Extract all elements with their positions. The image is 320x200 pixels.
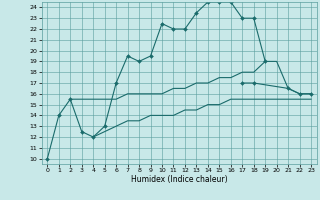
X-axis label: Humidex (Indice chaleur): Humidex (Indice chaleur) bbox=[131, 175, 228, 184]
